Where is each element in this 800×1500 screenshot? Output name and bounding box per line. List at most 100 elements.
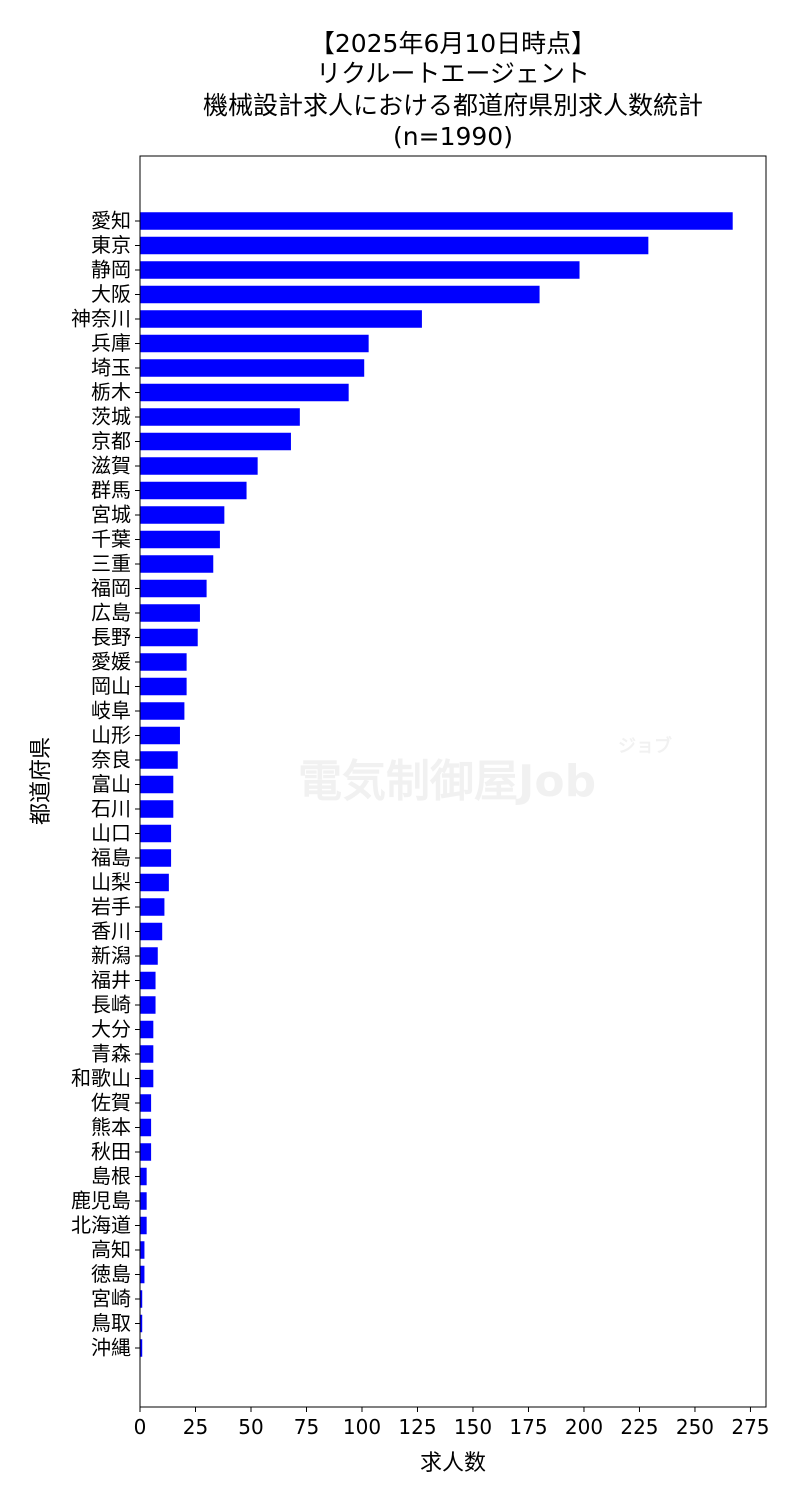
bar-7 xyxy=(140,359,365,377)
y-tick-label-42: 北海道 xyxy=(71,1213,131,1237)
y-tick-label-18: 長野 xyxy=(91,625,131,649)
y-tick-label-37: 佐賀 xyxy=(91,1091,131,1115)
y-tick-label-38: 熊本 xyxy=(91,1115,131,1139)
y-tick-label-7: 埼玉 xyxy=(91,356,131,380)
x-tick-label-4: 75 xyxy=(294,1415,319,1439)
bar-2 xyxy=(140,236,649,255)
bar-45 xyxy=(140,1290,143,1308)
y-tick-label-28: 山梨 xyxy=(91,870,131,894)
bar-3 xyxy=(140,261,580,279)
y-tick-label-17: 広島 xyxy=(91,601,131,625)
y-tick-label-22: 山形 xyxy=(91,723,131,747)
bar-41 xyxy=(140,1192,147,1210)
bar-24 xyxy=(140,775,174,794)
x-tick-label-1: 0 xyxy=(134,1415,147,1439)
bar-11 xyxy=(140,457,258,475)
bar-14 xyxy=(140,530,220,549)
y-tick-labels: 愛知東京静岡大阪神奈川兵庫埼玉栃木茨城京都滋賀群馬宮城千葉三重福岡広島長野愛媛岡… xyxy=(71,209,140,1360)
y-tick-label-20: 岡山 xyxy=(91,674,131,698)
bar-42 xyxy=(140,1216,147,1235)
y-tick-label-46: 鳥取 xyxy=(91,1311,131,1335)
x-tick-label-7: 150 xyxy=(454,1415,492,1439)
bar-33 xyxy=(140,996,156,1014)
bar-22 xyxy=(140,726,180,745)
y-tick-label-15: 三重 xyxy=(91,552,131,576)
y-axis-label: 都道府県 xyxy=(29,737,54,825)
bar-20 xyxy=(140,677,187,696)
bar-46 xyxy=(140,1314,143,1333)
bar-47 xyxy=(140,1339,143,1357)
bar-40 xyxy=(140,1167,147,1186)
y-tick-label-47: 沖縄 xyxy=(91,1336,131,1360)
bar-31 xyxy=(140,947,158,965)
watermark-sub: ジョブ xyxy=(618,735,672,757)
title-line-1: 【2025年6月10日時点】 xyxy=(310,29,596,58)
x-tick-label-9: 200 xyxy=(565,1415,603,1439)
bar-25 xyxy=(140,800,174,818)
bar-8 xyxy=(140,383,349,402)
y-tick-label-4: 大阪 xyxy=(91,282,131,306)
y-tick-label-34: 大分 xyxy=(91,1017,131,1041)
bar-13 xyxy=(140,506,225,524)
bar-15 xyxy=(140,555,214,573)
bar-6 xyxy=(140,334,369,353)
y-tick-label-21: 岐阜 xyxy=(91,699,131,723)
bar-4 xyxy=(140,285,540,304)
bar-23 xyxy=(140,751,178,769)
bar-34 xyxy=(140,1020,154,1039)
x-tick-label-2: 25 xyxy=(183,1415,208,1439)
y-tick-label-23: 奈良 xyxy=(91,748,131,772)
bar-36 xyxy=(140,1069,154,1088)
y-tick-label-29: 岩手 xyxy=(91,895,131,919)
x-tick-label-10: 225 xyxy=(620,1415,658,1439)
bar-17 xyxy=(140,604,200,622)
y-tick-label-44: 徳島 xyxy=(91,1262,131,1286)
y-tick-label-31: 新潟 xyxy=(91,944,131,968)
y-tick-label-45: 宮崎 xyxy=(91,1287,131,1311)
x-axis-label: 求人数 xyxy=(420,1451,486,1476)
bar-18 xyxy=(140,628,198,647)
bar-27 xyxy=(140,849,172,867)
plot-frame xyxy=(139,155,767,1408)
y-tick-label-2: 東京 xyxy=(91,233,131,257)
watermark-main: 電気制御屋Job xyxy=(298,756,596,807)
bar-26 xyxy=(140,824,172,843)
bar-16 xyxy=(140,579,207,598)
title-line-2: リクルートエージェント xyxy=(316,59,590,88)
x-tick-label-6: 125 xyxy=(398,1415,436,1439)
bar-1 xyxy=(140,212,733,230)
bar-28 xyxy=(140,873,169,892)
y-tick-label-35: 青森 xyxy=(91,1042,131,1066)
y-tick-label-6: 兵庫 xyxy=(91,331,131,355)
title-line-3: 機械設計求人における都道府県別求人数統計 xyxy=(203,91,703,120)
bar-5 xyxy=(140,310,422,328)
y-tick-label-19: 愛媛 xyxy=(91,650,131,674)
bar-39 xyxy=(140,1143,152,1161)
x-tick-labels: 0 25 50 75 100 125 150 175 200 225 250 275 xyxy=(134,1407,770,1439)
y-tick-label-40: 島根 xyxy=(91,1164,131,1188)
y-tick-label-43: 高知 xyxy=(91,1238,131,1262)
y-tick-label-10: 京都 xyxy=(91,429,131,453)
bar-30 xyxy=(140,922,163,941)
y-tick-label-16: 福岡 xyxy=(91,576,131,600)
y-tick-label-12: 群馬 xyxy=(91,478,131,502)
y-tick-label-36: 和歌山 xyxy=(71,1066,131,1090)
bars-group xyxy=(140,212,733,1357)
y-tick-label-25: 石川 xyxy=(91,797,131,821)
bar-43 xyxy=(140,1241,145,1259)
bar-12 xyxy=(140,481,247,500)
bar-32 xyxy=(140,971,156,990)
y-tick-label-14: 千葉 xyxy=(91,527,131,551)
y-tick-label-1: 愛知 xyxy=(91,209,131,233)
y-tick-label-32: 福井 xyxy=(91,968,131,992)
bar-21 xyxy=(140,702,185,720)
y-tick-label-24: 富山 xyxy=(91,772,131,796)
y-tick-label-8: 栃木 xyxy=(91,380,131,404)
bar-37 xyxy=(140,1094,152,1112)
bar-38 xyxy=(140,1118,152,1137)
x-tick-label-8: 175 xyxy=(509,1415,547,1439)
y-tick-label-26: 山口 xyxy=(91,821,131,845)
x-tick-label-12: 275 xyxy=(731,1415,769,1439)
y-tick-label-9: 茨城 xyxy=(91,405,131,429)
